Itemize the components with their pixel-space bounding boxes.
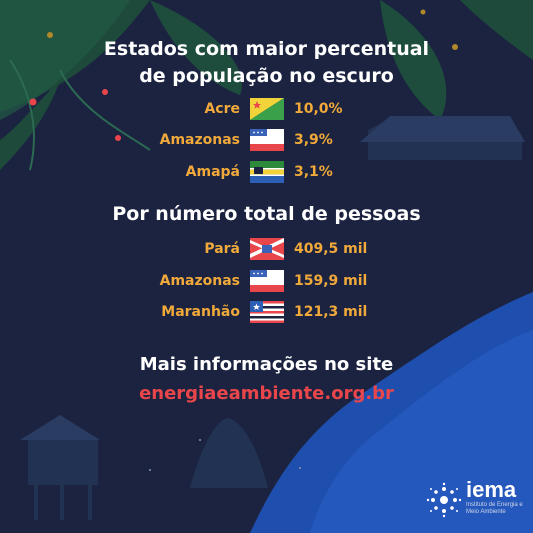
state-label: Amazonas <box>159 273 240 289</box>
maranhao-flag-icon <box>250 301 284 323</box>
row-acre: Acre 10,0% <box>0 98 533 122</box>
title-line-1: Estados com maior percentual <box>103 38 430 60</box>
state-label: Pará <box>204 241 240 257</box>
para-flag-icon <box>250 238 284 260</box>
subtitle: Por número total de pessoas <box>112 203 421 225</box>
state-value: 3,1% <box>294 164 333 180</box>
logo-wordmark: iema <box>466 477 517 502</box>
row-amazonas-percent: Amazonas 3,9% <box>0 129 533 153</box>
website-link[interactable]: energiaeambiente.org.br <box>139 383 394 404</box>
state-value: 159,9 mil <box>294 273 368 289</box>
iema-logo: iema Instituto de Energia e Meio Ambient… <box>426 478 526 522</box>
state-label: Amapá <box>185 164 240 180</box>
amapa-flag-icon <box>250 161 284 183</box>
more-info-text: Mais informações no site <box>139 354 394 375</box>
title-line-2: de população no escuro <box>139 65 394 87</box>
state-label: Maranhão <box>161 304 240 320</box>
state-value: 10,0% <box>294 101 343 117</box>
amazonas-flag-icon <box>250 129 284 151</box>
acre-flag-icon <box>250 98 284 120</box>
amazonas-flag-icon <box>250 270 284 292</box>
logo-tagline: Instituto de Energia e Meio Ambiente <box>466 502 523 515</box>
state-label: Amazonas <box>159 132 240 148</box>
row-amapa: Amapá 3,1% <box>0 161 533 185</box>
row-amazonas-total: Amazonas 159,9 mil <box>0 270 533 294</box>
iema-logo-mark-icon <box>426 482 462 518</box>
state-label: Acre <box>204 101 240 117</box>
state-value: 3,9% <box>294 132 333 148</box>
row-maranhao: Maranhão 121,3 mil <box>0 301 533 325</box>
state-value: 121,3 mil <box>294 304 368 320</box>
row-para: Pará 409,5 mil <box>0 238 533 262</box>
state-value: 409,5 mil <box>294 241 368 257</box>
